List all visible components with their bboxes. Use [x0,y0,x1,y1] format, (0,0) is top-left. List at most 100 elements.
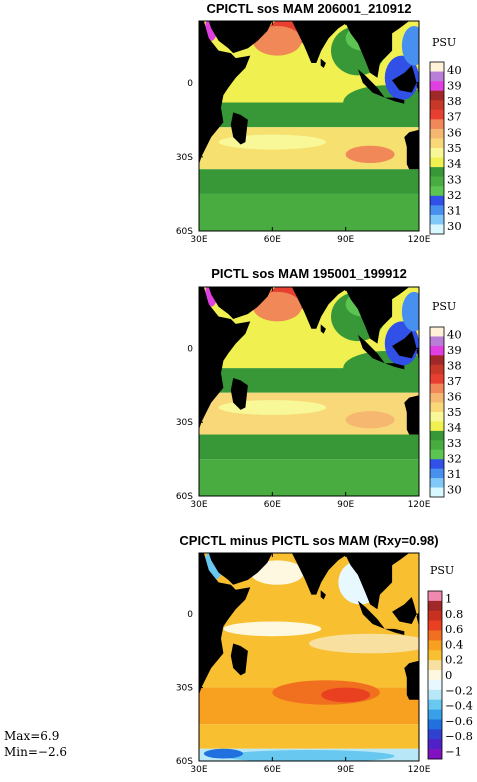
land-polygon [384,628,405,635]
colorbar-label: −1 [445,744,462,758]
salinity-band-subantarctic [199,434,419,460]
colorbar-swatch [430,459,444,469]
x-tick-label: 120E [408,500,431,510]
colorbar-swatch [430,119,444,130]
map-frame [198,20,420,232]
land-polygon [404,395,419,435]
colorbar-swatch [430,100,444,111]
map-frame [198,286,420,497]
colorbar-label: 36 [447,125,462,139]
colorbar-label: 0.8 [445,607,463,621]
land-polygon [291,287,410,344]
salinity-band-subantarctic [199,169,419,194]
x-tick-label: 120E [408,765,431,775]
colorbar-swatch [428,640,442,651]
colorbar-swatch [430,440,444,451]
land-polygon [291,21,410,78]
y-tick-label: 30S [176,684,193,694]
colorbar-swatch [428,660,442,671]
colorbar-label: 31 [447,467,462,481]
colorbar-swatch [428,729,442,740]
colorbar-label: 0.4 [445,637,463,651]
colorbar-swatch [430,62,444,72]
colorbar-swatch [430,186,444,197]
colorbar-label: 35 [447,141,462,155]
colorbar-unit: PSU [432,300,456,313]
land-polygon [199,21,251,165]
subtropical-max [345,145,395,164]
arabian-sea-high-margin [252,291,302,322]
arabian-sea-high-margin [252,25,302,56]
land-polygon [357,69,385,98]
colorbar-label: 39 [447,343,462,357]
colorbar-swatch [430,355,444,366]
colorbar-swatch [430,468,444,479]
diff-band-southern [199,724,419,749]
diff-weak-band [309,633,419,654]
colorbar-label: 34 [447,157,462,171]
colorbar-label: 31 [447,204,462,218]
land-polygon [230,112,248,145]
x-tick-label: 30E [190,235,207,245]
max-label: Max=6.9 [4,729,60,743]
chart-title: PICTL sos MAM 195001_199912 [211,266,407,281]
colorbar-swatch [430,157,444,168]
map-frame [198,552,420,762]
colorbar-label: 37 [447,374,462,388]
land-polygon [416,346,419,361]
land-polygon [291,553,410,610]
colorbar-label: 34 [447,420,462,434]
x-tick-label: 90E [337,500,354,510]
colorbar-label: 36 [447,390,462,404]
colorbar-swatch [428,630,442,641]
colorbar-swatch [430,421,444,432]
colorbar-swatch [428,699,442,710]
y-tick-label: 0 [187,344,193,354]
colorbar-swatch [428,749,442,760]
y-tick-label: 30S [176,418,193,428]
y-tick-label: 0 [187,79,193,89]
colorbar-label: 0.2 [445,653,463,667]
scs-fresh [401,25,419,66]
colorbar-swatch [430,449,444,460]
x-tick-label: 60E [264,765,281,775]
colorbar-swatch [430,327,444,337]
colorbar-swatch [430,393,444,403]
colorbar-swatch [430,71,444,82]
land-polygon [392,331,417,359]
y-tick-label: 60S [176,757,193,767]
colorbar-swatch [428,591,442,602]
chart-title: CPICTL sos MAM 206001_210912 [207,1,412,16]
map-panel-1 [199,21,419,231]
x-tick-label: 30E [190,500,207,510]
land-polygon [357,600,385,629]
colorbar-label: 32 [447,451,462,465]
southern-strong-negative [203,748,243,759]
land-polygon [208,21,273,54]
land-polygon [416,611,419,627]
colorbar-label: 30 [447,482,462,496]
colorbar-swatch [430,195,444,206]
land-polygon [320,58,326,68]
x-tick-label: 120E [408,235,431,245]
colorbar-swatch [428,600,442,612]
colorbar-swatch [428,739,442,750]
colorbar-label: 40 [447,328,462,342]
colorbar-swatch [428,679,442,691]
diff-near-zero [223,621,322,637]
colorbar-swatch [430,383,444,394]
colorbar-swatch [430,90,444,101]
colorbar-label: −0.8 [445,729,473,743]
colorbar-swatch [430,167,444,177]
colorbar-swatch [430,214,444,225]
colorbar-label: 33 [447,436,462,450]
colorbar-unit: PSU [430,564,454,577]
colorbar-swatch [430,176,444,187]
colorbar-swatch [430,374,444,384]
colorbar-label: 0 [445,668,452,682]
colorbar-label: 32 [447,188,462,202]
map-panel-3 [199,553,419,761]
colorbar-label: 35 [447,405,462,419]
x-tick-label: 60E [264,500,281,510]
